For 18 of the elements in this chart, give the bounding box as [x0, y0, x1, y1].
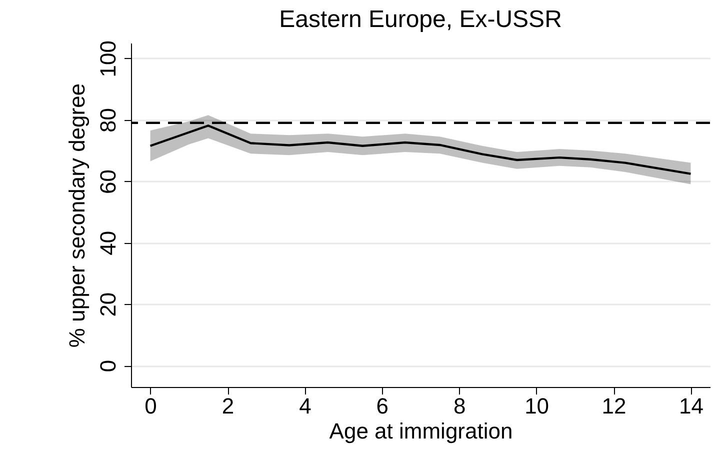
y-tick-label: 40 — [96, 230, 120, 256]
x-tick-label: 8 — [453, 394, 466, 418]
line-series — [149, 124, 692, 175]
y-axis-title: % upper secondary degree — [64, 83, 90, 348]
y-tick-label: 20 — [96, 292, 120, 317]
chart-title: Eastern Europe, Ex-USSR — [279, 6, 562, 34]
y-tick-label: 0 — [96, 360, 120, 372]
x-tick-label: 0 — [144, 394, 157, 418]
x-tick-label: 6 — [376, 394, 389, 418]
x-tick-label: 12 — [602, 394, 626, 418]
x-tick-label: 4 — [299, 394, 312, 418]
x-tick-label: 14 — [678, 394, 704, 418]
y-tick-label: 80 — [96, 108, 120, 133]
x-axis-title: Age at immigration — [329, 418, 513, 444]
y-tick-label: 60 — [96, 169, 120, 194]
x-tick-label: 2 — [222, 394, 234, 418]
y-tick-label: 100 — [96, 40, 120, 78]
x-tick-label: 10 — [524, 394, 550, 418]
